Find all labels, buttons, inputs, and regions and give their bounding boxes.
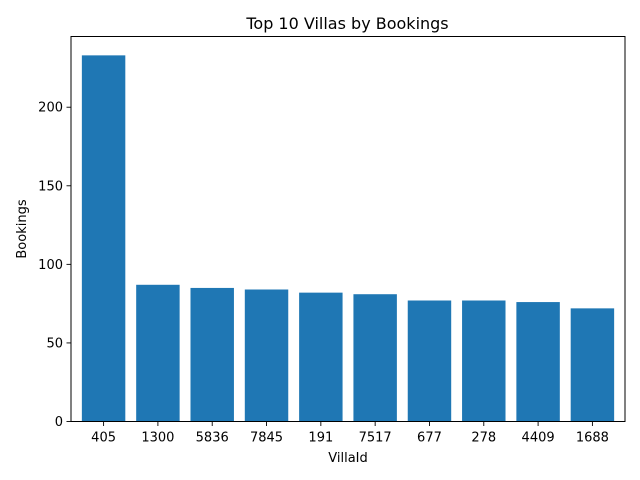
bar-405: [81, 55, 126, 422]
bar-677: [407, 300, 452, 422]
x-tick-label: 677: [417, 431, 442, 446]
y-axis-title: Bookings: [15, 199, 30, 258]
x-tick-label: 278: [471, 431, 496, 446]
x-tick-label: 4409: [522, 431, 555, 446]
x-tick-label: 1688: [576, 431, 609, 446]
bar-4409: [516, 302, 560, 422]
x-tick-label: 1300: [141, 431, 174, 446]
x-tick-label: 5836: [196, 431, 229, 446]
y-tick-label: 200: [38, 101, 63, 116]
bar-1688: [570, 308, 615, 422]
x-tick-label: 405: [91, 431, 116, 446]
bar-278: [462, 300, 506, 422]
y-tick-label: 150: [38, 179, 63, 194]
bars-layer: [81, 55, 615, 422]
chart-title: Top 10 Villas by Bookings: [245, 14, 448, 33]
x-ticks: 405 1300 5836 7845 191 7517 677 278 4409 1688: [91, 421, 609, 446]
y-ticks: 0 50 100 150 200: [38, 101, 71, 430]
y-tick-label: 100: [38, 258, 63, 273]
y-tick-label: 0: [55, 415, 63, 430]
axes-layer: [70, 36, 626, 422]
x-tick-label: 191: [308, 431, 333, 446]
x-tick-label: 7845: [250, 431, 283, 446]
y-tick-label: 50: [46, 336, 63, 351]
bar-191: [299, 292, 343, 422]
x-axis-title: VillaId: [328, 451, 368, 466]
plot-frame: [70, 36, 626, 422]
bar-5836: [190, 287, 234, 422]
bar-1300: [136, 284, 180, 422]
x-tick-label: 7517: [359, 431, 392, 446]
bar-7845: [244, 289, 289, 422]
bar-7517: [353, 294, 397, 422]
